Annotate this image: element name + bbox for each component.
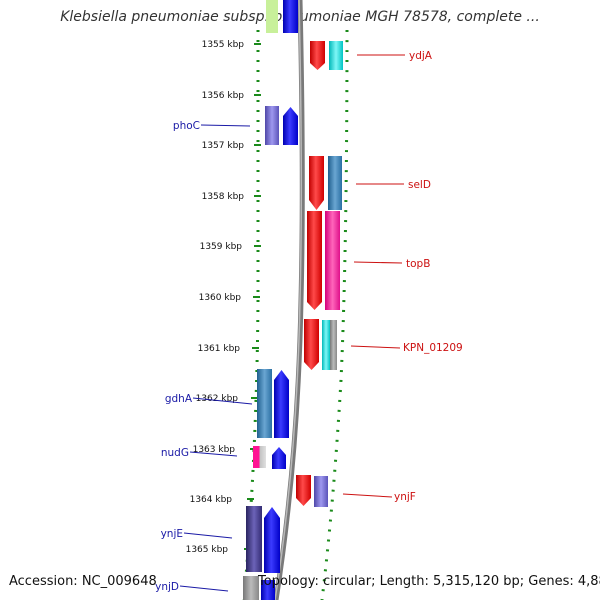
tick-label-1363: 1363 kbp: [193, 445, 236, 455]
gene-label-KPN_01209[interactable]: KPN_01209: [403, 342, 463, 354]
tick-label-1357: 1357 kbp: [202, 141, 245, 151]
tick-label-1362: 1362 kbp: [196, 394, 239, 404]
left-dotted-boundary: [242, 30, 260, 600]
tick-label-1359: 1359 kbp: [200, 242, 243, 252]
gene-top-partial-blue: [283, 0, 298, 33]
tick-label-1360: 1360 kbp: [199, 293, 242, 303]
gene-ynjD[interactable]: [243, 576, 275, 600]
accession-text: Accession: NC_009648: [9, 574, 157, 589]
tick-label-1358: 1358 kbp: [202, 192, 245, 202]
gene-ynjF[interactable]: [296, 475, 328, 507]
connector-gdhA: [192, 397, 253, 405]
connector-nudG: [189, 451, 238, 457]
tick-label-1356: 1356 kbp: [202, 91, 245, 101]
gene-ynjE[interactable]: [246, 506, 280, 573]
tick-label-1361: 1361 kbp: [198, 344, 241, 354]
connector-ynjE: [183, 532, 233, 539]
right-dotted-boundary: [320, 29, 349, 600]
gene-label-ynjE[interactable]: ynjE: [161, 528, 183, 540]
connector-phoC: [200, 124, 251, 127]
gene-label-nudG[interactable]: nudG: [161, 447, 189, 459]
genome-summary-text: Topology: circular; Length: 5,315,120 bp…: [258, 574, 600, 589]
connector-ynjD: [179, 585, 229, 592]
connector-ynjF: [342, 493, 393, 498]
genome-backbone: [273, 0, 305, 600]
connector-KPN_01209: [350, 345, 401, 349]
gene-topB[interactable]: [307, 211, 340, 310]
gene-label-gdhA[interactable]: gdhA: [165, 393, 193, 405]
gene-ydjA[interactable]: [310, 41, 343, 70]
gene-label-phoC[interactable]: phoC: [173, 120, 200, 132]
genome-backbone-highlight: [274, 0, 303, 600]
gene-top-partial-lightgreen: [266, 0, 278, 33]
gene-KPN_01209[interactable]: [304, 319, 337, 370]
ticks: [244, 43, 261, 550]
tick-label-1364: 1364 kbp: [190, 495, 233, 505]
gene-phoC[interactable]: [265, 106, 298, 145]
gene-nudG[interactable]: [253, 446, 286, 469]
gene-selD[interactable]: [309, 156, 342, 210]
gene-label-ynjD[interactable]: ynjD: [155, 581, 179, 593]
gene-label-ynjF[interactable]: ynjF: [394, 491, 416, 503]
connector-topB: [353, 261, 403, 264]
gene-label-selD[interactable]: selD: [408, 179, 431, 191]
gene-label-ydjA[interactable]: ydjA: [409, 50, 433, 62]
gene-label-topB[interactable]: topB: [406, 258, 430, 270]
tick-label-1365: 1365 kbp: [186, 545, 229, 555]
gene-gdhA[interactable]: [257, 369, 289, 438]
tick-label-1355: 1355 kbp: [202, 40, 245, 50]
